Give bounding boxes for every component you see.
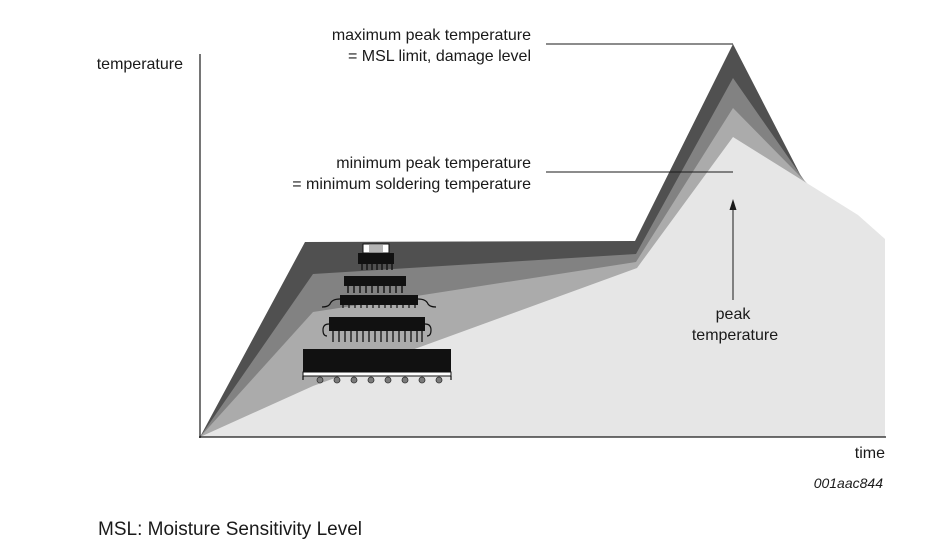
- peak-temperature-label-line1: peak: [716, 306, 752, 323]
- min-peak-label-line2: = minimum soldering temperature: [292, 176, 531, 193]
- x-axis-label: time: [855, 445, 885, 462]
- soic-package-icon: [344, 276, 406, 293]
- bga-package-icon: [302, 349, 452, 384]
- small-outline-transistor-icon: [358, 243, 394, 270]
- msl-caption: MSL: Moisture Sensitivity Level: [98, 519, 362, 540]
- qfp-package-icon: [321, 295, 437, 308]
- peak-arrow: [729, 199, 737, 300]
- plcc-package-icon: [322, 317, 432, 342]
- figure-code: 001aac844: [814, 475, 884, 491]
- band-light: [200, 137, 885, 437]
- peak-temperature-label-line2: temperature: [692, 327, 778, 344]
- max-peak-label-line1: maximum peak temperature: [332, 27, 531, 44]
- axes: [199, 54, 886, 438]
- y-axis-label: temperature: [97, 56, 183, 73]
- min-peak-label-line1: minimum peak temperature: [336, 155, 531, 172]
- component-packages: [302, 243, 452, 384]
- max-peak-label-line2: = MSL limit, damage level: [348, 48, 531, 65]
